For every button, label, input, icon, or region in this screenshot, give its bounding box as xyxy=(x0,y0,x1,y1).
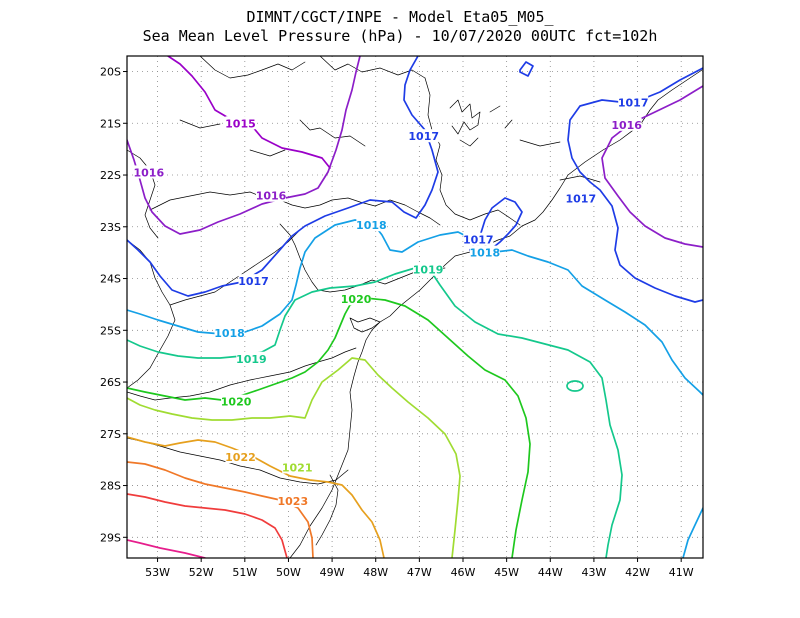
isobar-label-1017: 1017 xyxy=(238,275,269,288)
lon-tick-label: 49W xyxy=(320,566,345,579)
lon-tick-label: 44W xyxy=(538,566,563,579)
state-border-mg-sp xyxy=(149,191,441,226)
isobar-label-bg xyxy=(611,117,642,131)
isobar-label-1021: 1021 xyxy=(282,461,313,474)
lon-tick-label: 51W xyxy=(232,566,257,579)
isobar-label-bg xyxy=(341,292,372,306)
isobar-label-1017: 1017 xyxy=(618,97,649,110)
isobar-label-bg xyxy=(225,450,256,464)
isobar-label-1019: 1019 xyxy=(413,264,444,277)
isobar-labels: 1015101610161016101710171017101710171018… xyxy=(133,95,649,508)
isobar-1024 xyxy=(127,493,288,558)
lat-tick-label: 22S xyxy=(100,169,121,182)
isobar-label-bg xyxy=(277,494,308,508)
isobar-label-bg xyxy=(238,274,269,288)
isobar-label-bg xyxy=(618,95,649,109)
isobar-label-1015: 1015 xyxy=(225,117,256,130)
map-title-line1: DIMNT/CGCT/INPE - Model Eta05_M05_ xyxy=(246,8,554,26)
state-border-pr-sc xyxy=(127,347,357,401)
state-border-west xyxy=(127,149,159,239)
isobar-label-bg xyxy=(282,460,313,474)
river-lines xyxy=(179,119,601,183)
lon-tick-label: 41W xyxy=(669,566,694,579)
isobar-label-bg xyxy=(463,232,494,246)
isobar-label-1016: 1016 xyxy=(134,166,165,179)
isobar-label-bg xyxy=(469,245,500,259)
isobar-label-1020: 1020 xyxy=(341,293,372,306)
isobar-1018-east xyxy=(682,507,703,558)
lat-tick-label: 28S xyxy=(100,480,121,493)
isobar-label-1017: 1017 xyxy=(566,192,597,205)
isobar-1017-north xyxy=(519,61,534,77)
isobar-label-bg xyxy=(256,188,286,202)
isobar-label-1018: 1018 xyxy=(356,219,387,232)
isobar-label-1016: 1016 xyxy=(611,119,642,132)
isobar-label-1023: 1023 xyxy=(278,495,309,508)
map-title-line2: Sea Mean Level Pressure (hPa) - 10/07/20… xyxy=(142,27,658,45)
bay-ilha xyxy=(349,317,381,333)
lat-tick-label: 21S xyxy=(100,117,121,130)
lon-tick-label: 52W xyxy=(189,566,214,579)
lat-tick-label: 23S xyxy=(100,221,121,234)
lat-tick-label: 24S xyxy=(100,273,121,286)
isobar-label-bg xyxy=(225,116,256,130)
isobar-label-1017: 1017 xyxy=(408,130,439,143)
lat-tick-label: 25S xyxy=(100,324,121,337)
isobar-label-bg xyxy=(214,325,245,339)
isobar-1022 xyxy=(127,436,385,558)
isobar-label-bg xyxy=(356,218,387,232)
isobar-1017-coast xyxy=(469,197,523,251)
lon-tick-label: 50W xyxy=(276,566,301,579)
lat-tick-label: 27S xyxy=(100,428,121,441)
isobar-label-1018: 1018 xyxy=(214,327,245,340)
isobar-1023 xyxy=(127,461,314,558)
lat-tick-label: 20S xyxy=(100,66,121,79)
lon-tick-label: 53W xyxy=(145,566,170,579)
lat-tick-label: 26S xyxy=(100,376,121,389)
lon-tick-label: 42W xyxy=(625,566,650,579)
lon-tick-label: 45W xyxy=(494,566,519,579)
isobar-1021 xyxy=(127,357,461,558)
lon-tick-label: 48W xyxy=(363,566,388,579)
lon-tick-label: 46W xyxy=(451,566,476,579)
map-border xyxy=(126,55,704,559)
lat-lon-grid xyxy=(127,56,703,558)
lat-tick-label: 29S xyxy=(100,531,121,544)
isobar-1025 xyxy=(127,539,206,558)
isobar-label-bg xyxy=(565,191,596,205)
state-border-sc-rs xyxy=(127,437,349,485)
isobar-label-bg xyxy=(413,262,444,276)
isobar-1017 xyxy=(127,56,439,297)
isobar-label-1018: 1018 xyxy=(470,247,501,260)
reservoir-lines xyxy=(449,99,513,147)
isobar-label-bg xyxy=(408,129,439,143)
axis-ticks: 20S 21S 22S 23S 24S 25S 26S 27S 28S 29S 53W 52W 51W 5… xyxy=(100,66,694,579)
isobar-label-1017: 1017 xyxy=(463,234,494,247)
isobar-1019-ring xyxy=(566,380,584,392)
isobar-label-bg xyxy=(221,394,252,408)
isobar-label-1020: 1020 xyxy=(221,396,252,409)
state-border-north xyxy=(199,56,306,79)
isobar-label-1022: 1022 xyxy=(225,451,256,464)
state-border-mg-es xyxy=(424,77,521,226)
isobar-label-bg xyxy=(236,351,267,365)
isobar-1016-east xyxy=(601,85,703,248)
lon-tick-label: 43W xyxy=(581,566,606,579)
lagoon-patos xyxy=(315,474,339,546)
lon-tick-label: 47W xyxy=(407,566,432,579)
state-border-sp-pr xyxy=(279,223,446,293)
isobar-label-bg xyxy=(133,165,164,179)
isobar-label-1016: 1016 xyxy=(256,190,287,203)
isobar-label-1019: 1019 xyxy=(236,353,267,366)
isobar-1016 xyxy=(127,56,361,235)
isobar-1018 xyxy=(127,219,703,396)
